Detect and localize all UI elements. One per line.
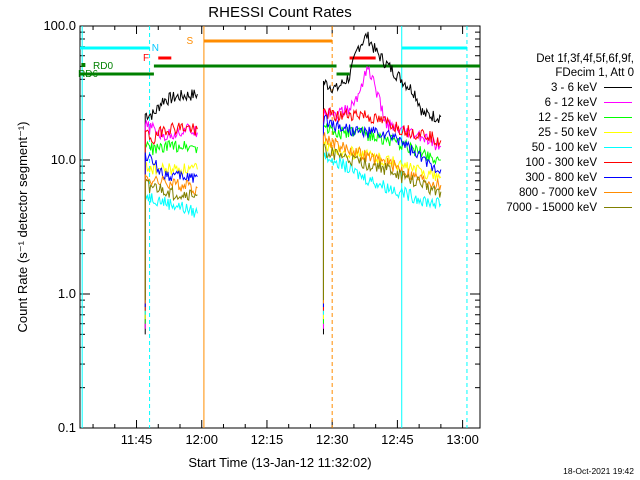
legend-label: 25 - 50 keV bbox=[538, 126, 597, 139]
legend-entry: 12 - 25 keV bbox=[482, 110, 634, 125]
data-layer bbox=[80, 26, 480, 428]
legend-detector-line-1: Det 1f,3f,4f,5f,6f,9f, bbox=[536, 53, 634, 65]
y-tick-label: 100.0 bbox=[43, 18, 76, 33]
series-line-9 bbox=[322, 143, 442, 301]
legend-label: 3 - 6 keV bbox=[550, 81, 597, 94]
legend-label: 300 - 800 keV bbox=[525, 171, 597, 184]
series-line-5 bbox=[322, 151, 442, 315]
chart-title: RHESSI Count Rates bbox=[208, 4, 351, 21]
series-line-7 bbox=[144, 152, 198, 307]
annotation-rd0: RD0 bbox=[93, 61, 113, 72]
legend-swatch bbox=[604, 177, 632, 178]
y-tick-label: 0.1 bbox=[58, 420, 76, 435]
y-tick-label: 1.0 bbox=[58, 286, 76, 301]
legend-swatch bbox=[604, 132, 632, 133]
series-line-8 bbox=[144, 174, 198, 304]
series-line-2 bbox=[322, 65, 442, 329]
legend-swatch bbox=[604, 162, 632, 163]
legend-label: 7000 - 15000 keV bbox=[506, 201, 597, 214]
legend-entry: 25 - 50 keV bbox=[482, 125, 634, 140]
plot-frame bbox=[79, 25, 481, 429]
legend-entry: 7000 - 15000 keV bbox=[482, 200, 634, 215]
x-tick-label: 11:45 bbox=[121, 432, 153, 447]
legend-label: 50 - 100 keV bbox=[531, 141, 597, 154]
series-line-3 bbox=[144, 139, 198, 324]
annotation-n: N bbox=[152, 43, 159, 54]
legend-swatch bbox=[604, 102, 632, 103]
timestamp: 18-Oct-2021 19:42 bbox=[563, 466, 634, 476]
legend-swatch bbox=[604, 147, 632, 148]
x-tick-label: 13:00 bbox=[446, 432, 479, 447]
series-line-7 bbox=[322, 114, 442, 307]
legend-label: 6 - 12 keV bbox=[544, 96, 597, 109]
legend-swatch bbox=[604, 87, 632, 88]
x-tick-label: 12:15 bbox=[251, 432, 284, 447]
legend: Det 1f,3f,4f,5f,6f,9f, FDecim 1, Att 0 3… bbox=[482, 52, 634, 215]
series-line-6 bbox=[322, 106, 442, 311]
legend-swatch bbox=[604, 207, 632, 208]
legend-entry: 3 - 6 keV bbox=[482, 80, 634, 95]
series-line-8 bbox=[322, 132, 442, 304]
legend-label: 100 - 300 keV bbox=[525, 156, 597, 169]
x-tick-label: 12:00 bbox=[185, 432, 218, 447]
legend-entry: 50 - 100 keV bbox=[482, 140, 634, 155]
legend-label: 12 - 25 keV bbox=[538, 111, 597, 124]
series-line-3 bbox=[322, 122, 441, 324]
series-line-9 bbox=[144, 178, 198, 301]
legend-entry: 800 - 7000 keV bbox=[482, 185, 634, 200]
series-line-1 bbox=[144, 89, 198, 335]
annotation-rd6: RD6 bbox=[78, 69, 98, 80]
series-line-6 bbox=[144, 122, 198, 311]
series-line-4 bbox=[322, 139, 442, 320]
y-tick-label: 10.0 bbox=[51, 152, 76, 167]
rd0-marker bbox=[81, 63, 86, 67]
series-line-5 bbox=[144, 193, 198, 315]
legend-entry: 100 - 300 keV bbox=[482, 155, 634, 170]
x-axis-label: Start Time (13-Jan-12 11:32:02) bbox=[188, 455, 371, 470]
annotation-s: S bbox=[187, 36, 194, 47]
legend-swatch bbox=[604, 192, 632, 193]
x-tick-label: 12:45 bbox=[381, 432, 414, 447]
legend-detector-line-2: FDecim 1, Att 0 bbox=[555, 67, 634, 79]
series-line-1 bbox=[322, 31, 442, 335]
legend-entry: 300 - 800 keV bbox=[482, 170, 634, 185]
legend-label: 800 - 7000 keV bbox=[518, 186, 597, 199]
annotation-f: F bbox=[143, 53, 149, 64]
series-line-2 bbox=[144, 120, 198, 329]
x-tick-label: 12:30 bbox=[316, 432, 349, 447]
legend-entry: 6 - 12 keV bbox=[482, 95, 634, 110]
y-axis-label: Count Rate (s⁻¹ detector segment⁻¹) bbox=[15, 122, 30, 333]
series-line-4 bbox=[144, 162, 198, 320]
legend-swatch bbox=[604, 117, 632, 118]
